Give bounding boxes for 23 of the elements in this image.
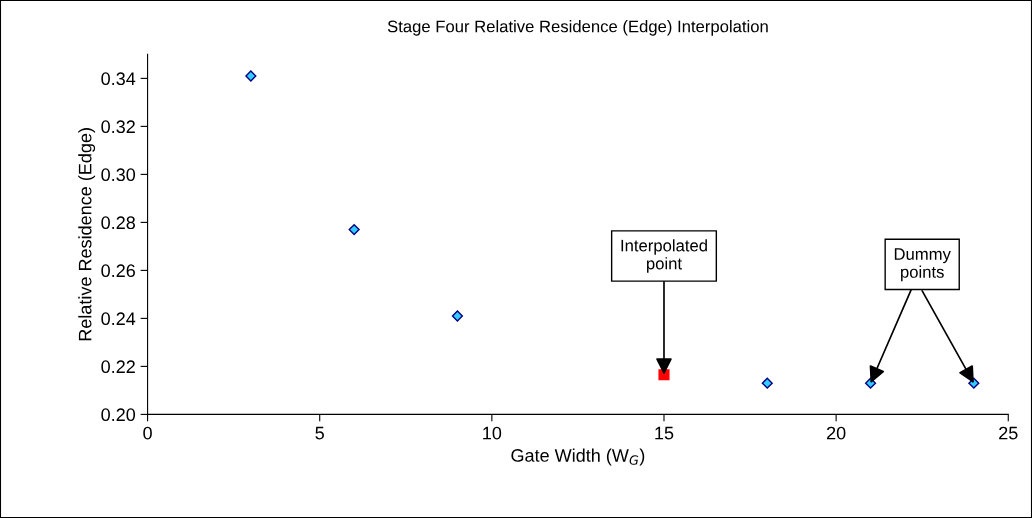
- x-tick-label: 5: [315, 426, 324, 440]
- y-axis-title: Relative Residence (Edge): [78, 128, 96, 341]
- y-tick-label: 0.20: [101, 408, 136, 422]
- chart-title: Stage Four Relative Residence (Edge) Interpolation: [387, 20, 768, 36]
- x-tick-label: 15: [655, 426, 674, 440]
- y-tick-label: 0.22: [101, 360, 135, 374]
- y-tick-label: 0.34: [101, 72, 136, 86]
- y-tick-label: 0.24: [101, 312, 136, 326]
- point: [761, 377, 773, 389]
- y-tick-label: 0.30: [101, 168, 136, 182]
- x-tick-label: 10: [483, 426, 502, 440]
- y-tick-label: 0.32: [101, 120, 135, 134]
- annotation: Dummy points: [894, 248, 951, 282]
- point: [348, 223, 360, 236]
- y-tick-label: 0.26: [101, 264, 135, 278]
- x-tick-label: 20: [826, 426, 846, 440]
- x-tick-label: 0: [143, 426, 152, 440]
- annotation: Interpolated point: [621, 239, 707, 273]
- point: [451, 310, 464, 322]
- x-tick-label: 25: [999, 426, 1018, 440]
- point: [245, 70, 257, 82]
- y-tick-label: 0.28: [101, 216, 135, 230]
- x-axis-title: Gate Width (W$_{G}$): [511, 448, 645, 466]
